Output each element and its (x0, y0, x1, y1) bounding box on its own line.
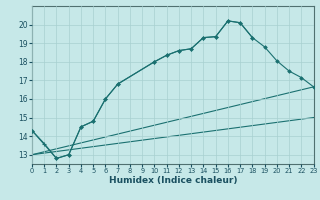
X-axis label: Humidex (Indice chaleur): Humidex (Indice chaleur) (108, 176, 237, 185)
